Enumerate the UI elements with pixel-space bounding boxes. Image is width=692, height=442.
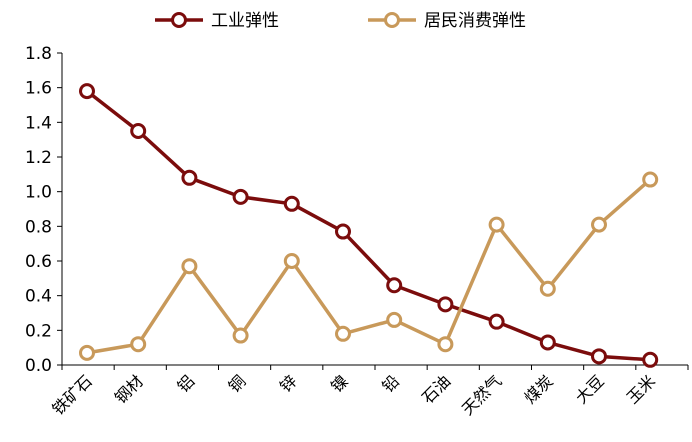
legend-item: 工业弹性	[155, 11, 279, 31]
data-point	[591, 216, 607, 233]
data-point	[181, 169, 198, 186]
data-point	[79, 83, 95, 100]
data-point	[642, 171, 659, 188]
data-point	[232, 188, 249, 205]
data-point	[283, 253, 300, 269]
x-tick-label: 石油	[418, 371, 454, 407]
x-tick-label: 铅	[378, 371, 403, 396]
y-axis-ticks: 0.0 0.2 0.4 0.6 0.8 1.0 1.2 1.4 1.6 1.8	[25, 44, 62, 376]
series-line	[86, 178, 652, 355]
y-tick-label: 1.4	[25, 113, 52, 133]
x-axis-ticks: 铁矿石 钢材 铝 铜 锌 镍 铅石油 天然气 煤炭 大豆 玉米	[48, 365, 689, 419]
y-tick-label: 1.6	[25, 79, 52, 99]
x-tick-label: 玉米	[623, 371, 659, 407]
x-tick-label: 煤炭	[521, 371, 557, 407]
y-tick-label: 1.0	[25, 183, 52, 203]
data-point	[181, 258, 198, 275]
x-tick-label: 锌	[276, 371, 301, 396]
y-tick-label: 0.2	[25, 321, 52, 341]
x-tick-label: 铜	[225, 371, 250, 396]
legend-label: 工业弹性	[211, 11, 279, 31]
data-point	[386, 311, 403, 328]
y-tick-label: 0.8	[25, 217, 52, 237]
x-tick-label: 天然气	[458, 371, 505, 418]
data-point	[437, 296, 454, 313]
data-point	[539, 334, 556, 351]
series-2	[79, 171, 659, 361]
data-point	[386, 277, 403, 294]
legend-marker	[384, 12, 400, 28]
x-tick-label: 铝	[173, 371, 198, 396]
data-point	[79, 344, 95, 361]
data-point	[283, 195, 300, 212]
data-point	[539, 280, 556, 297]
data-point	[488, 216, 505, 233]
legend-item: 居民消费弹性	[368, 11, 526, 31]
data-point	[130, 336, 147, 353]
data-point	[335, 223, 351, 240]
x-tick-label: 镍	[327, 371, 352, 396]
legend-marker	[171, 12, 187, 28]
data-point	[488, 313, 505, 330]
x-tick-label: 铁矿石	[48, 371, 95, 418]
y-tick-label: 1.2	[25, 148, 52, 168]
series-line	[85, 89, 651, 362]
data-point	[437, 336, 454, 353]
x-tick-label: 钢材	[111, 371, 147, 407]
data-point	[642, 351, 659, 368]
y-tick-label: 0.6	[25, 252, 52, 272]
data-point	[591, 348, 607, 365]
y-tick-label: 1.8	[25, 44, 52, 64]
legend-label: 居民消费弹性	[424, 11, 526, 31]
series-group	[79, 83, 659, 368]
data-point	[232, 327, 249, 344]
data-point	[130, 123, 147, 139]
y-tick-label: 0.4	[25, 287, 52, 307]
series-1	[79, 83, 659, 368]
y-tick-label: 0.0	[25, 356, 52, 376]
legend: 工业弹性 居民消费弹性	[155, 11, 526, 31]
x-tick-label: 大豆	[572, 371, 608, 407]
data-point	[335, 325, 351, 342]
